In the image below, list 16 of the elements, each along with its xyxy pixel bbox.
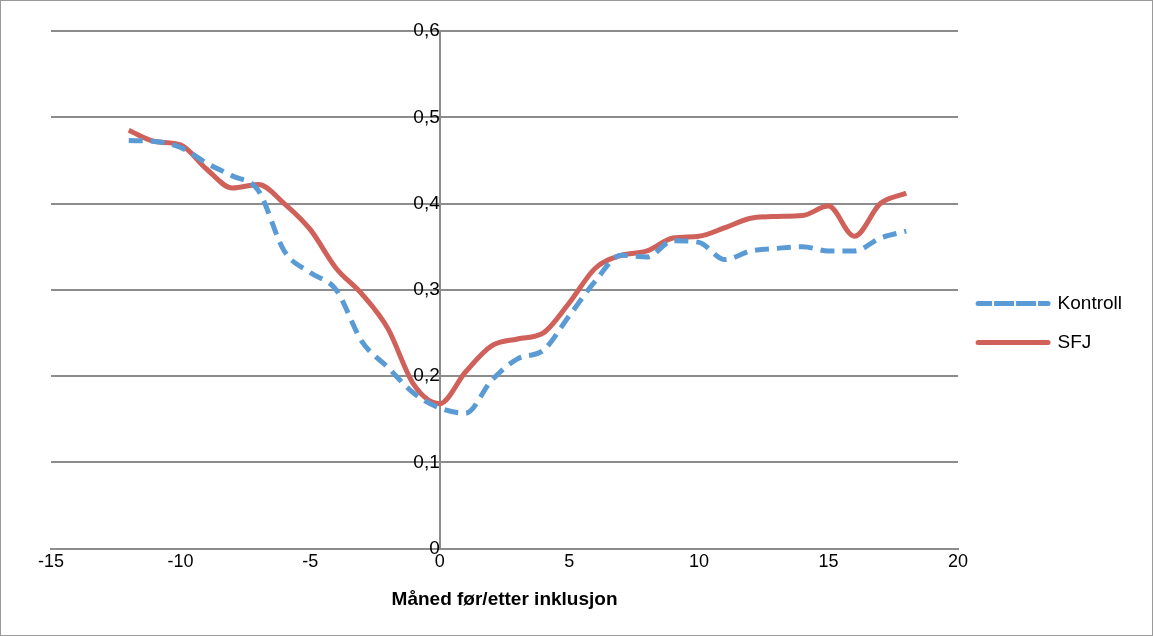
x-tick-label: 10 [688, 551, 709, 572]
x-tick-label: 20 [948, 551, 969, 572]
x-axis-title: Måned før/etter inklusjon [391, 587, 618, 609]
y-tick-label: 0,4 [413, 191, 441, 213]
x-tick-label: -5 [302, 551, 319, 572]
y-tick-label: 0,3 [413, 278, 440, 300]
legend-label: SFJ [1057, 330, 1092, 352]
y-tick-label: 0,5 [413, 105, 440, 127]
x-tick-label: 5 [564, 551, 575, 572]
x-tick-label: 15 [818, 551, 839, 572]
y-tick-label: 0,2 [413, 364, 440, 386]
y-tick-label: 0,6 [413, 19, 440, 41]
y-tick-label: 0,1 [413, 450, 440, 472]
legend-label: Kontroll [1057, 291, 1122, 313]
x-tick-label: -15 [37, 551, 65, 572]
x-tick-label: -10 [167, 551, 194, 572]
